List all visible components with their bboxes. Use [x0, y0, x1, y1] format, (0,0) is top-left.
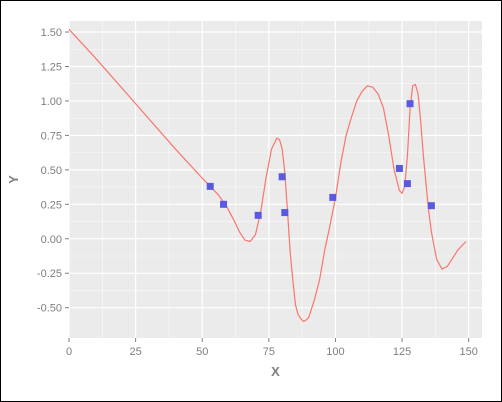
x-axis: 0 25 50 75 100 125 150 — [66, 338, 478, 358]
y-tick-label: 0.50 — [41, 165, 62, 177]
plot-panel — [69, 21, 482, 338]
data-point — [281, 209, 289, 217]
series-points — [206, 100, 435, 219]
x-tick-label: 125 — [393, 346, 411, 358]
x-tick-label: 100 — [326, 346, 344, 358]
data-point — [395, 164, 403, 172]
data-point — [220, 200, 228, 208]
y-tick-label: -0.50 — [37, 303, 62, 315]
data-point — [406, 100, 414, 108]
fitted-curve — [68, 28, 467, 323]
series-line — [68, 28, 467, 323]
y-tick-label: 0.75 — [41, 130, 62, 142]
data-point — [329, 193, 337, 201]
y-tick-label: 0.25 — [41, 199, 62, 211]
grid-minor — [69, 21, 482, 338]
y-tick-label: 0.00 — [41, 234, 62, 246]
x-tick-label: 0 — [66, 346, 72, 358]
data-point — [254, 211, 262, 219]
x-tick-label: 150 — [459, 346, 477, 358]
x-tick-label: 25 — [129, 346, 141, 358]
y-tick-label: 1.25 — [41, 61, 62, 73]
y-tick-label: 1.00 — [41, 96, 62, 108]
y-tick-label: 1.50 — [41, 27, 62, 39]
x-tick-label: 50 — [196, 346, 208, 358]
data-point — [427, 202, 435, 210]
data-point — [206, 182, 214, 190]
grid-major — [68, 21, 482, 338]
x-tick-label: 75 — [263, 346, 275, 358]
y-axis-title: Y — [6, 175, 21, 184]
y-axis: -0.50 -0.25 0.00 0.25 0.50 0.75 1.00 1.25 1.50 — [37, 27, 69, 315]
data-point — [403, 180, 411, 188]
y-tick-label: -0.25 — [37, 268, 62, 280]
data-point — [278, 173, 286, 181]
x-axis-title: X — [271, 364, 280, 379]
